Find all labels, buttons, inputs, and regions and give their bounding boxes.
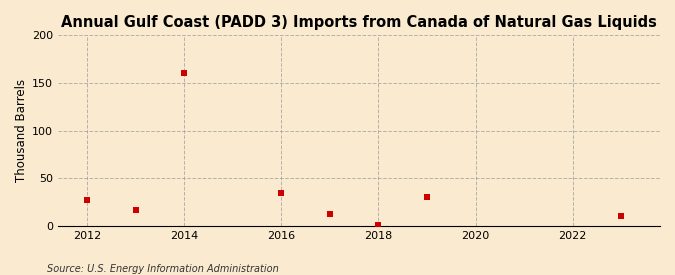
Title: Annual Gulf Coast (PADD 3) Imports from Canada of Natural Gas Liquids: Annual Gulf Coast (PADD 3) Imports from … [61,15,657,30]
Text: Source: U.S. Energy Information Administration: Source: U.S. Energy Information Administ… [47,264,279,274]
Point [325,211,335,216]
Point [422,195,433,199]
Point [616,214,626,219]
Y-axis label: Thousand Barrels: Thousand Barrels [15,79,28,182]
Point [82,198,92,202]
Point [179,71,190,76]
Point [130,208,141,212]
Point [276,190,287,195]
Point [373,223,384,227]
